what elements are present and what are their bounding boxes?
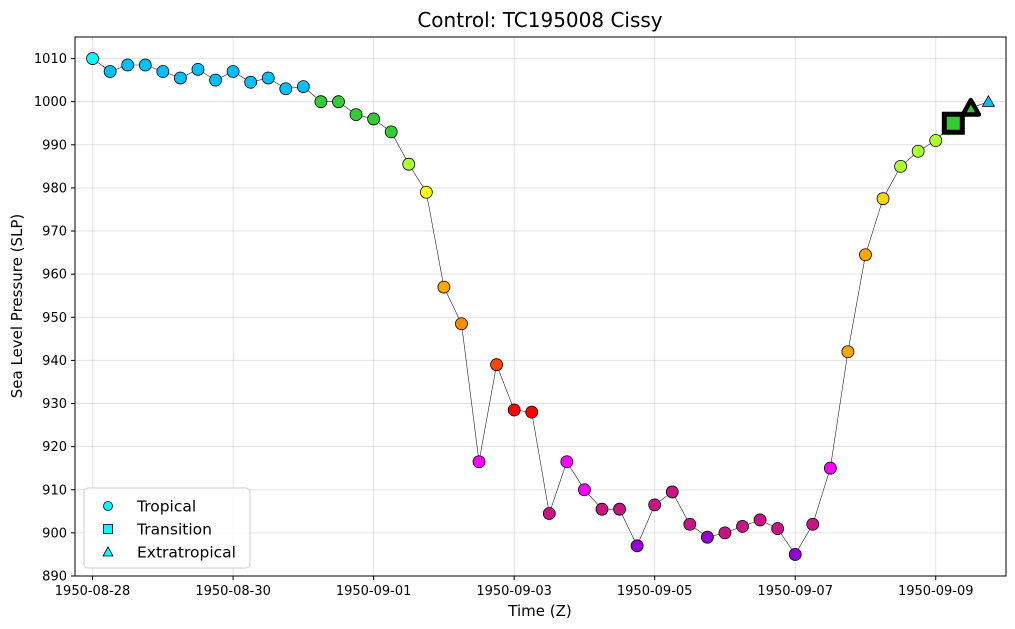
data-point bbox=[578, 483, 591, 497]
y-tick-label: 940 bbox=[42, 354, 67, 369]
data-point bbox=[367, 112, 381, 126]
y-tick-label: 910 bbox=[42, 483, 67, 498]
legend-box bbox=[83, 487, 251, 569]
data-point bbox=[806, 517, 820, 531]
data-point bbox=[296, 80, 310, 93]
x-tick-label: 1950-09-01 bbox=[336, 584, 412, 599]
y-tick-label: 960 bbox=[42, 268, 67, 283]
y-tick-label: 950 bbox=[42, 311, 67, 326]
data-point bbox=[665, 485, 679, 499]
data-point bbox=[771, 522, 785, 535]
data-point bbox=[332, 95, 345, 109]
data-point bbox=[349, 108, 363, 122]
data-point bbox=[560, 455, 574, 469]
data-point bbox=[384, 125, 398, 139]
y-axis-title: Sea Level Pressure (SLP) bbox=[8, 214, 26, 399]
x-tick-label: 1950-09-07 bbox=[757, 584, 833, 599]
y-tick-label: 1010 bbox=[34, 52, 67, 67]
y-tick-label: 980 bbox=[42, 181, 67, 196]
data-point bbox=[191, 62, 205, 76]
legend-marker bbox=[103, 524, 113, 534]
legend-label: Tropical bbox=[136, 498, 196, 516]
data-point bbox=[876, 192, 890, 206]
data-point bbox=[209, 73, 222, 87]
y-tick-label: 900 bbox=[42, 526, 67, 541]
plot-frame bbox=[74, 36, 1007, 577]
data-point bbox=[244, 75, 258, 89]
legend-marker bbox=[102, 546, 114, 557]
data-point bbox=[683, 517, 697, 531]
y-tick-label: 890 bbox=[42, 570, 67, 585]
data-point bbox=[156, 65, 170, 78]
legend: Tropical Transition Extratropical bbox=[83, 487, 251, 569]
data-point bbox=[911, 144, 925, 158]
data-point bbox=[630, 539, 644, 553]
y-tick-label: 920 bbox=[42, 440, 67, 455]
x-tick-label: 1950-08-28 bbox=[55, 584, 131, 599]
data-point bbox=[472, 455, 486, 469]
data-point bbox=[613, 502, 626, 516]
data-point bbox=[419, 185, 433, 199]
chart-title: Control: TC195008 Cissy bbox=[417, 8, 662, 32]
y-tick-label: 1000 bbox=[34, 95, 67, 110]
y-tick-label: 990 bbox=[42, 138, 67, 153]
data-point bbox=[595, 502, 609, 516]
data-point bbox=[542, 507, 556, 520]
x-axis: 1950-08-28 1950-08-30 1950-09-01 1950-09-03… bbox=[55, 576, 974, 599]
data-point bbox=[941, 111, 965, 135]
x-axis-title: Time (Z) bbox=[507, 602, 571, 620]
y-tick-label: 930 bbox=[42, 397, 67, 412]
data-point bbox=[700, 530, 714, 544]
data-point bbox=[823, 461, 837, 475]
data-markers bbox=[86, 52, 995, 561]
data-point bbox=[86, 52, 99, 65]
data-point bbox=[261, 71, 275, 85]
x-tick-label: 1950-09-05 bbox=[617, 584, 693, 599]
data-point bbox=[121, 58, 135, 72]
data-point bbox=[507, 403, 521, 417]
data-point bbox=[648, 498, 662, 512]
data-point bbox=[525, 405, 539, 419]
data-point bbox=[753, 513, 767, 527]
data-point bbox=[736, 520, 749, 533]
data-point bbox=[437, 280, 451, 294]
data-point bbox=[279, 82, 293, 96]
legend-marker bbox=[103, 501, 113, 511]
data-point bbox=[982, 95, 995, 107]
legend-label: Extratropical bbox=[137, 544, 236, 562]
data-point bbox=[929, 134, 943, 147]
x-tick-label: 1950-09-09 bbox=[898, 584, 974, 599]
data-point bbox=[226, 65, 240, 78]
data-point bbox=[173, 71, 187, 85]
data-point bbox=[314, 95, 328, 109]
data-point bbox=[138, 58, 152, 72]
data-point bbox=[718, 526, 732, 540]
data-point bbox=[490, 358, 503, 372]
data-point bbox=[103, 65, 117, 78]
data-point bbox=[859, 248, 872, 262]
x-tick-label: 1950-08-30 bbox=[195, 584, 271, 599]
y-tick-label: 970 bbox=[42, 225, 67, 240]
track-polyline bbox=[92, 58, 989, 555]
x-tick-label: 1950-09-03 bbox=[476, 584, 552, 599]
y-axis: 890 900 910 920 930 940 950 960 970 980 990 1000 101… bbox=[34, 52, 75, 585]
data-point bbox=[960, 97, 982, 117]
data-point bbox=[402, 157, 416, 171]
track-line bbox=[92, 58, 989, 555]
data-point bbox=[788, 548, 802, 561]
legend-label: Transition bbox=[136, 521, 212, 539]
data-point bbox=[841, 345, 855, 359]
data-point bbox=[894, 159, 908, 173]
data-point bbox=[455, 317, 468, 331]
